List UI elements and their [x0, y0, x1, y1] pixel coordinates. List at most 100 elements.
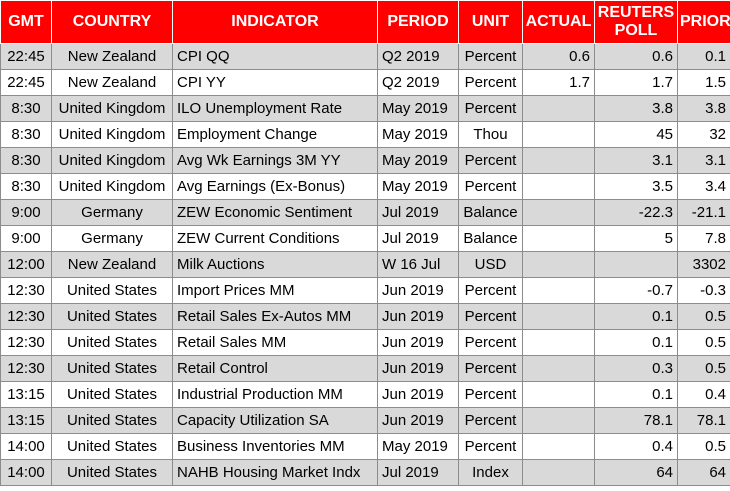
reuters-poll-cell: 45	[594, 121, 678, 148]
actual-cell	[522, 251, 595, 278]
table-row: 12:30 United States Retail Control Jun 2019…	[0, 355, 730, 382]
header-prior: PRIOR	[677, 0, 730, 44]
period-cell: Jun 2019	[377, 407, 459, 434]
reuters-poll-cell: 78.1	[594, 407, 678, 434]
gmt-cell: 22:45	[0, 43, 52, 70]
header-period: PERIOD	[377, 0, 459, 44]
period-cell: May 2019	[377, 433, 459, 460]
actual-cell	[522, 121, 595, 148]
header-gmt: GMT	[0, 0, 52, 44]
gmt-cell: 12:30	[0, 355, 52, 382]
reuters-poll-cell	[594, 251, 678, 278]
gmt-cell: 13:15	[0, 407, 52, 434]
indicator-cell: Retail Control	[172, 355, 378, 382]
gmt-cell: 12:00	[0, 251, 52, 278]
unit-cell: Percent	[458, 147, 523, 174]
header-actual: ACTUAL	[522, 0, 595, 44]
period-cell: May 2019	[377, 95, 459, 122]
prior-cell: 0.5	[677, 329, 730, 356]
period-cell: May 2019	[377, 173, 459, 200]
actual-cell	[522, 355, 595, 382]
reuters-poll-cell: 0.1	[594, 381, 678, 408]
indicator-cell: Industrial Production MM	[172, 381, 378, 408]
country-cell: United States	[51, 355, 173, 382]
indicator-cell: ILO Unemployment Rate	[172, 95, 378, 122]
table-row: 8:30 United Kingdom ILO Unemployment Rate M…	[0, 95, 730, 122]
country-cell: United Kingdom	[51, 173, 173, 200]
country-cell: Germany	[51, 199, 173, 226]
period-cell: Jun 2019	[377, 381, 459, 408]
actual-cell	[522, 329, 595, 356]
country-cell: United States	[51, 277, 173, 304]
reuters-poll-cell: 0.4	[594, 433, 678, 460]
prior-cell: 64	[677, 459, 730, 486]
reuters-poll-cell: 0.3	[594, 355, 678, 382]
country-cell: United States	[51, 329, 173, 356]
indicator-cell: Avg Earnings (Ex-Bonus)	[172, 173, 378, 200]
header-row: GMT COUNTRY INDICATOR PERIOD UNIT ACTUAL…	[0, 0, 730, 44]
prior-cell: 0.5	[677, 303, 730, 330]
unit-cell: Percent	[458, 277, 523, 304]
prior-cell: 7.8	[677, 225, 730, 252]
reuters-poll-cell: 0.1	[594, 303, 678, 330]
gmt-cell: 8:30	[0, 147, 52, 174]
period-cell: Jul 2019	[377, 199, 459, 226]
unit-cell: Percent	[458, 355, 523, 382]
table-row: 14:00 United States Business Inventories M…	[0, 433, 730, 460]
unit-cell: Percent	[458, 329, 523, 356]
unit-cell: Balance	[458, 225, 523, 252]
indicator-cell: Retail Sales Ex-Autos MM	[172, 303, 378, 330]
country-cell: New Zealand	[51, 69, 173, 96]
prior-cell: -0.3	[677, 277, 730, 304]
period-cell: Q2 2019	[377, 69, 459, 96]
prior-cell: 0.5	[677, 355, 730, 382]
indicator-cell: ZEW Current Conditions	[172, 225, 378, 252]
gmt-cell: 8:30	[0, 173, 52, 200]
header-unit: UNIT	[458, 0, 523, 44]
table-row: 14:00 United States NAHB Housing Market In…	[0, 459, 730, 486]
country-cell: New Zealand	[51, 251, 173, 278]
prior-cell: 0.1	[677, 43, 730, 70]
table-row: 12:30 United States Import Prices MM Jun 20…	[0, 277, 730, 304]
reuters-poll-cell: 3.8	[594, 95, 678, 122]
indicator-cell: CPI QQ	[172, 43, 378, 70]
period-cell: Q2 2019	[377, 43, 459, 70]
period-cell: May 2019	[377, 147, 459, 174]
table-row: 8:30 United Kingdom Avg Wk Earnings 3M YY M…	[0, 147, 730, 174]
table-row: 12:30 United States Retail Sales Ex-Autos …	[0, 303, 730, 330]
unit-cell: Percent	[458, 407, 523, 434]
gmt-cell: 9:00	[0, 225, 52, 252]
gmt-cell: 9:00	[0, 199, 52, 226]
indicator-cell: Business Inventories MM	[172, 433, 378, 460]
actual-cell	[522, 459, 595, 486]
indicator-cell: Capacity Utilization SA	[172, 407, 378, 434]
table-row: 9:00 Germany ZEW Current Conditions Jul 201…	[0, 225, 730, 252]
indicator-cell: ZEW Economic Sentiment	[172, 199, 378, 226]
indicator-cell: Retail Sales MM	[172, 329, 378, 356]
gmt-cell: 8:30	[0, 121, 52, 148]
actual-cell	[522, 433, 595, 460]
header-indicator: INDICATOR	[172, 0, 378, 44]
table-row: 8:30 United Kingdom Avg Earnings (Ex-Bonus…	[0, 173, 730, 200]
gmt-cell: 12:30	[0, 277, 52, 304]
table-row: 13:15 United States Industrial Production …	[0, 381, 730, 408]
country-cell: United Kingdom	[51, 95, 173, 122]
reuters-poll-cell: 64	[594, 459, 678, 486]
prior-cell: 1.5	[677, 69, 730, 96]
table-row: 12:00 New Zealand Milk Auctions W 16 Jul USD…	[0, 251, 730, 278]
actual-cell	[522, 95, 595, 122]
country-cell: United Kingdom	[51, 147, 173, 174]
period-cell: Jun 2019	[377, 277, 459, 304]
actual-cell	[522, 407, 595, 434]
country-cell: United Kingdom	[51, 121, 173, 148]
period-cell: Jun 2019	[377, 303, 459, 330]
period-cell: Jun 2019	[377, 355, 459, 382]
header-country: COUNTRY	[51, 0, 173, 44]
table-row: 22:45 New Zealand CPI QQ Q2 2019 Percent 0.6 0…	[0, 43, 730, 70]
gmt-cell: 8:30	[0, 95, 52, 122]
period-cell: W 16 Jul	[377, 251, 459, 278]
header-reuters-poll: REUTERS POLL	[594, 0, 678, 44]
indicator-cell: Employment Change	[172, 121, 378, 148]
prior-cell: -21.1	[677, 199, 730, 226]
